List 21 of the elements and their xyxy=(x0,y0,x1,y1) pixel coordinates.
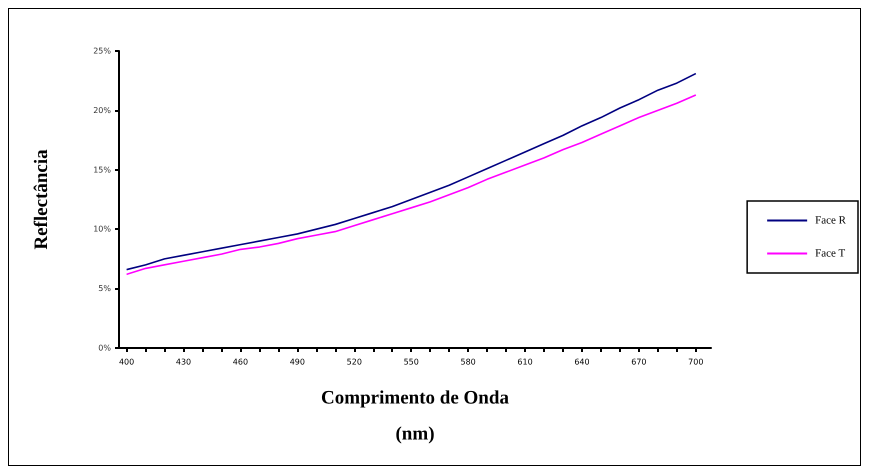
y-tick-label: 20% xyxy=(93,106,112,115)
x-tick-label: 640 xyxy=(574,358,590,366)
x-tick-label: 490 xyxy=(290,358,305,366)
x-tick-label: 430 xyxy=(176,358,192,366)
x-tick-label: 460 xyxy=(232,358,248,366)
x-tick-label: 400 xyxy=(118,358,134,366)
x-axis-title: Comprimento de Onda (nm) xyxy=(321,388,510,444)
y-tick-label: 10% xyxy=(93,224,112,234)
legend-label: Face R xyxy=(815,214,847,226)
legend-label: Face T xyxy=(815,248,846,260)
y-tick-label: 15% xyxy=(93,165,112,174)
y-tick-label: 5% xyxy=(98,284,112,294)
y-tick-label: 0% xyxy=(98,344,112,352)
x-tick-label: 550 xyxy=(404,358,419,366)
y-axis-title: Reflectância xyxy=(31,148,52,250)
x-tick-label: 520 xyxy=(346,358,362,366)
x-tick-label: 580 xyxy=(460,358,476,366)
x-tick-label: 670 xyxy=(631,358,647,366)
y-tick-label: 25% xyxy=(93,46,112,56)
x-tick-label: 610 xyxy=(517,358,533,366)
x-tick-label: 700 xyxy=(688,358,704,366)
